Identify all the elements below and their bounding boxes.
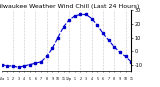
Text: 7: 7 <box>108 77 110 81</box>
Text: 10: 10 <box>56 77 60 81</box>
Text: 2: 2 <box>79 77 82 81</box>
Text: 6: 6 <box>34 77 36 81</box>
Text: 8: 8 <box>46 77 48 81</box>
Title: Milwaukee Weather Wind Chill (Last 24 Hours): Milwaukee Weather Wind Chill (Last 24 Ho… <box>0 4 139 9</box>
Text: 3: 3 <box>17 77 20 81</box>
Text: 5: 5 <box>96 77 98 81</box>
Text: 11: 11 <box>129 77 133 81</box>
Text: 4: 4 <box>91 77 93 81</box>
Text: 8: 8 <box>113 77 115 81</box>
Text: 4: 4 <box>23 77 25 81</box>
Text: 2: 2 <box>12 77 14 81</box>
Text: 3: 3 <box>85 77 87 81</box>
Text: 6: 6 <box>102 77 104 81</box>
Text: 12p: 12p <box>66 77 72 81</box>
Text: 1: 1 <box>74 77 76 81</box>
Text: 9: 9 <box>119 77 121 81</box>
Text: 1: 1 <box>6 77 8 81</box>
Text: 9: 9 <box>51 77 53 81</box>
Text: 5: 5 <box>29 77 31 81</box>
Text: 12a: 12a <box>0 77 5 81</box>
Text: 7: 7 <box>40 77 42 81</box>
Text: 10: 10 <box>124 77 128 81</box>
Text: 11: 11 <box>62 77 66 81</box>
